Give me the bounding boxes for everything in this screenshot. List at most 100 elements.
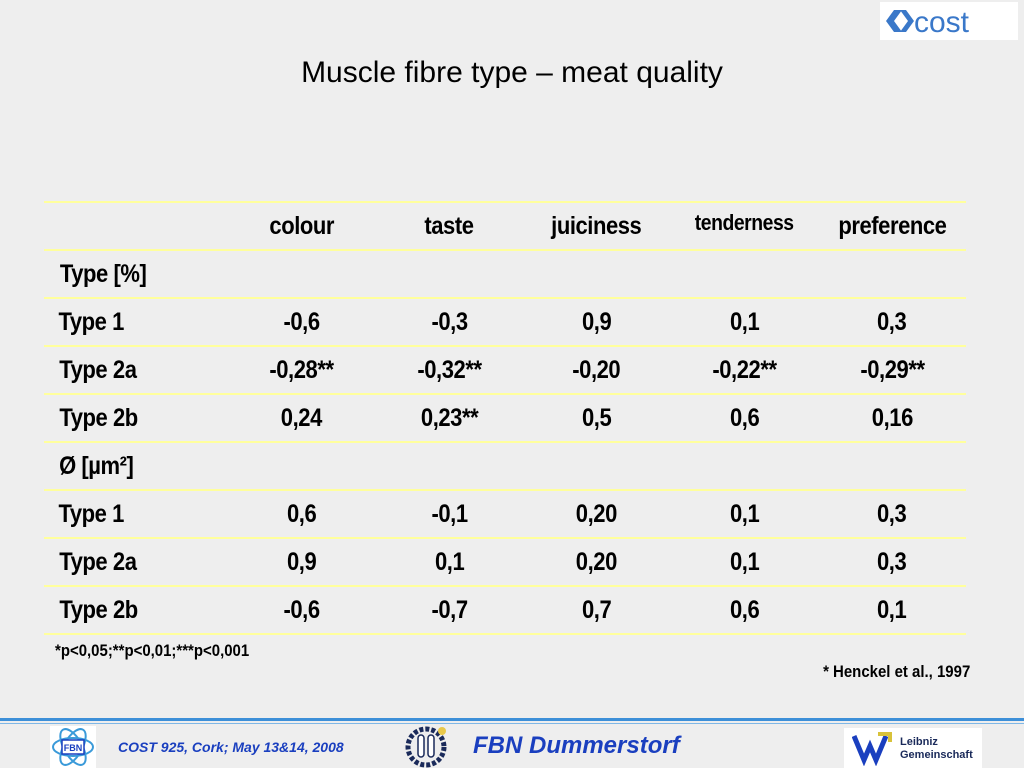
cell-value: -0,32**	[417, 355, 482, 384]
table-cell: 0,3	[818, 537, 966, 587]
row-label-text: Type 1	[58, 499, 124, 528]
table-cell	[818, 441, 966, 491]
table-cell	[375, 249, 523, 299]
cell-value: -0,20	[572, 355, 621, 384]
row-label-text: Type 1	[58, 307, 124, 336]
table-cell	[670, 249, 819, 299]
cell-value: 0,6	[729, 595, 760, 624]
table-cell: -0,3	[375, 297, 523, 347]
cell-value: -0,28**	[269, 355, 335, 384]
table-cell: 0,16	[818, 393, 966, 443]
table-cell: 0,1	[670, 297, 819, 347]
table-cell: 0,3	[818, 297, 966, 347]
row-label: Type 2b	[44, 585, 229, 635]
table-header-cell: colour	[228, 201, 376, 251]
cell-value: 0,3	[877, 499, 907, 528]
significance-footnote: *p<0,05;**p<0,01;***p<0,001	[55, 641, 276, 661]
row-label: Ø [µm²]	[44, 441, 229, 491]
header-colour: colour	[269, 211, 335, 240]
table-cell: 0,20	[522, 489, 671, 539]
row-label: Type [%]	[44, 249, 229, 299]
table-header-cell: taste	[375, 201, 523, 251]
row-label: Type 1	[44, 489, 229, 539]
cell-value: 0,6	[729, 403, 760, 432]
table-cell	[818, 249, 966, 299]
row-label: Type 2a	[44, 537, 229, 587]
cell-value: 0,20	[576, 547, 618, 576]
cell-value: 0,9	[582, 307, 612, 336]
leibniz-logo: Leibniz Gemeinschaft	[844, 728, 982, 768]
leibniz-line1: Leibniz	[900, 736, 938, 748]
cell-value: 0,16	[871, 403, 914, 432]
row-label-text: Type 2a	[59, 547, 137, 576]
table-header-cell: preference	[818, 201, 966, 251]
row-label-text: Type [%]	[59, 259, 147, 288]
cell-value: 0,1	[729, 307, 760, 336]
row-label: Type 2a	[44, 345, 229, 395]
citation-text: * Henckel et al., 1997	[822, 662, 970, 681]
cell-value: -0,29**	[859, 355, 925, 384]
table-row: Type [%]	[44, 249, 966, 299]
row-label-text: Type 2b	[59, 595, 138, 624]
slide-title: Muscle fibre type – meat quality	[301, 56, 723, 89]
table-cell	[522, 249, 671, 299]
table-cell: 0,9	[228, 537, 376, 587]
cell-value: 0,3	[877, 547, 907, 576]
cell-value: -0,6	[283, 307, 321, 336]
cell-value: 0,24	[281, 403, 323, 432]
cell-value: 0,1	[729, 547, 760, 576]
table-cell	[670, 441, 819, 491]
cell-value: -0,6	[283, 595, 321, 624]
row-label-text: Type 2b	[59, 403, 138, 432]
header-preference: preference	[838, 211, 947, 240]
table-cell: 0,24	[228, 393, 376, 443]
header-tenderness: tenderness	[694, 209, 794, 235]
row-label: Type 1	[44, 297, 229, 347]
data-table: colour taste juiciness tenderness prefer…	[44, 201, 966, 635]
cell-value: 0,1	[877, 595, 907, 624]
footer-event-text: COST 925, Cork; May 13&14, 2008	[118, 739, 344, 755]
table-cell: 0,6	[670, 585, 819, 635]
table-cell: -0,32**	[375, 345, 523, 395]
table-cell: 0,3	[818, 489, 966, 539]
cell-value: 0,7	[582, 595, 612, 624]
cell-value: 0,20	[576, 499, 618, 528]
table-cell: 0,7	[522, 585, 671, 635]
table-cell: 0,20	[522, 537, 671, 587]
table-cell: -0,20	[522, 345, 671, 395]
table-cell: -0,29**	[818, 345, 966, 395]
table-row: Type 2a -0,28** -0,32** -0,20 -0,22** -0…	[44, 345, 966, 395]
table-header-cell: juiciness	[522, 201, 671, 251]
table-row: Type 1 0,6 -0,1 0,20 0,1 0,3	[44, 489, 966, 539]
cost-logo: cost	[880, 2, 1018, 40]
table-cell: 0,1	[670, 489, 819, 539]
table-header-cell	[44, 201, 229, 251]
table-cell	[228, 441, 376, 491]
table-cell: 0,1	[818, 585, 966, 635]
table-cell	[228, 249, 376, 299]
table-cell: -0,28**	[228, 345, 376, 395]
table-cell: -0,6	[228, 585, 376, 635]
row-label-text: Ø [µm²]	[59, 451, 134, 480]
table-cell: 0,1	[670, 537, 819, 587]
cell-value: 0,9	[287, 547, 317, 576]
header-juiciness: juiciness	[551, 211, 643, 240]
cell-value: 0,5	[582, 403, 612, 432]
leibniz-text: Leibniz Gemeinschaft	[900, 736, 973, 762]
table-cell: -0,22**	[670, 345, 819, 395]
table-cell: 0,23**	[375, 393, 523, 443]
significance-footnote-text: *p<0,05;**p<0,01;***p<0,001	[55, 641, 250, 660]
table-cell: 0,6	[670, 393, 819, 443]
citation: * Henckel et al., 1997	[803, 662, 970, 682]
table-cell: 0,5	[522, 393, 671, 443]
cell-value: -0,3	[431, 307, 468, 336]
cell-value: 0,6	[287, 499, 317, 528]
table-row: Type 2b 0,24 0,23** 0,5 0,6 0,16	[44, 393, 966, 443]
table-row: Type 2b -0,6 -0,7 0,7 0,6 0,1	[44, 585, 966, 635]
fbn-logo: FBN	[50, 726, 96, 768]
cell-value: -0,7	[431, 595, 468, 624]
cost-logo-text: cost	[914, 6, 970, 39]
footer-divider	[0, 718, 1024, 721]
leibniz-line2: Gemeinschaft	[900, 749, 973, 761]
cell-value: 0,1	[729, 499, 760, 528]
